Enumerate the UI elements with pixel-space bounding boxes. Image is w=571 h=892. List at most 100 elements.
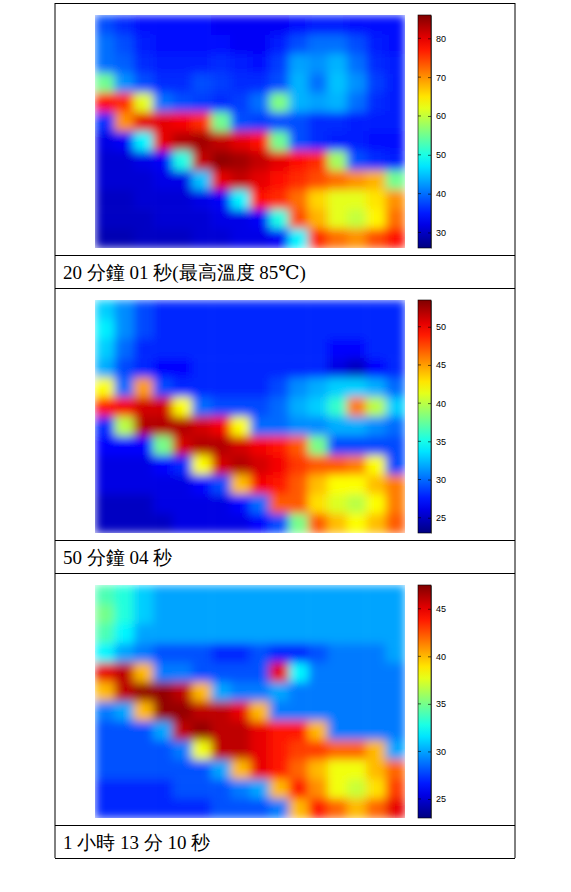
table-border [515, 3, 516, 858]
cell [134, 15, 154, 35]
cell [114, 624, 134, 644]
colorbar-tick-group: 40 [428, 189, 446, 199]
cell [289, 209, 309, 229]
cell [250, 760, 270, 780]
cell [192, 663, 212, 683]
cell [134, 702, 154, 722]
cell [308, 93, 328, 113]
cell [153, 721, 173, 741]
cell [153, 300, 173, 320]
cell [211, 209, 231, 229]
colorbar-tick [428, 38, 431, 39]
cell [308, 73, 328, 93]
cell [386, 190, 405, 210]
cell [114, 417, 134, 437]
colorbar-tick [428, 403, 431, 404]
colorbar-tick [428, 480, 431, 481]
cell [211, 397, 231, 417]
cell [173, 378, 193, 398]
cell [134, 760, 154, 780]
colorbar-tick [418, 656, 421, 657]
cell [366, 475, 386, 495]
colorbar-tick [418, 608, 421, 609]
colorbar-tick-group: 30 [428, 228, 446, 238]
cell [211, 624, 231, 644]
cell [211, 455, 231, 475]
colorbar-tick [428, 77, 431, 78]
cell [211, 319, 231, 339]
cell [114, 740, 134, 760]
cell [153, 514, 173, 533]
cell [269, 624, 289, 644]
cell [289, 760, 309, 780]
cell [386, 760, 405, 780]
colorbar [418, 585, 431, 818]
cell [289, 494, 309, 514]
cell [134, 73, 154, 93]
cell [308, 170, 328, 190]
cell [95, 702, 115, 722]
cell [114, 34, 134, 54]
cell [211, 514, 231, 533]
cell [308, 585, 328, 605]
cell [386, 436, 405, 456]
colorbar-tick-group: 30 [428, 747, 446, 757]
cell [250, 170, 270, 190]
table-border [55, 255, 515, 256]
cell [308, 151, 328, 171]
cell [231, 151, 251, 171]
cell [134, 682, 154, 702]
cell [231, 190, 251, 210]
cell [269, 604, 289, 624]
cell [289, 624, 309, 644]
cell [192, 740, 212, 760]
colorbar-tick [418, 751, 421, 752]
cell [95, 15, 115, 35]
colorbar-axis: 253035404550 [428, 301, 446, 534]
cell [328, 585, 348, 605]
cell [192, 682, 212, 702]
cell [250, 132, 270, 152]
cell [95, 151, 115, 171]
cell [308, 358, 328, 378]
cell [134, 378, 154, 398]
cell [386, 455, 405, 475]
cell [328, 170, 348, 190]
cell [114, 643, 134, 663]
cell [211, 779, 231, 799]
cell [289, 15, 309, 35]
cell [328, 93, 348, 113]
cell [134, 319, 154, 339]
cell [95, 34, 115, 54]
cell [192, 624, 212, 644]
cell [308, 34, 328, 54]
cell [386, 34, 405, 54]
cell [308, 760, 328, 780]
cell [153, 702, 173, 722]
cell [95, 190, 115, 210]
cell [366, 514, 386, 533]
cell [289, 417, 309, 437]
cell [250, 417, 270, 437]
cell [114, 397, 134, 417]
cell [173, 779, 193, 799]
cell [114, 132, 134, 152]
cell [134, 585, 154, 605]
cell [308, 15, 328, 35]
cell [211, 436, 231, 456]
cell [269, 300, 289, 320]
cell [289, 740, 309, 760]
cell [386, 779, 405, 799]
cell [269, 702, 289, 722]
colorbar-axis-line [431, 301, 432, 534]
cell [269, 514, 289, 533]
cell [366, 702, 386, 722]
cell [366, 209, 386, 229]
cell [366, 93, 386, 113]
cell [134, 475, 154, 495]
cell [347, 209, 367, 229]
cell [328, 514, 348, 533]
colorbar-tick [428, 518, 431, 519]
colorbar-tick [418, 441, 421, 442]
cell [308, 319, 328, 339]
